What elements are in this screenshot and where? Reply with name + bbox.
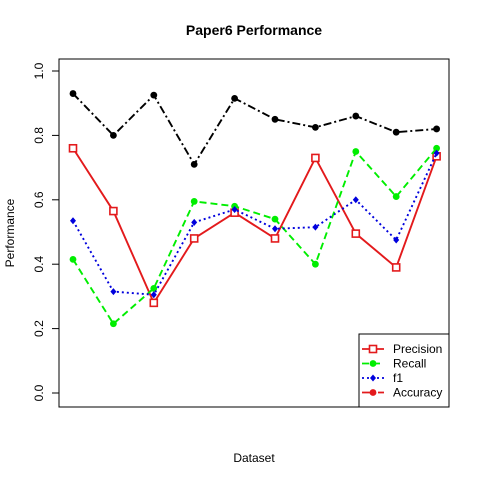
- y-axis-label: Performance: [3, 198, 17, 267]
- data-point-recall: [271, 215, 279, 223]
- data-point-f1: [231, 205, 238, 213]
- series-precision: [68, 143, 441, 308]
- legend-marker-accuracy: [369, 389, 377, 396]
- data-point-accuracy: [69, 90, 77, 97]
- legend-marker-recall: [369, 360, 377, 367]
- data-point-recall: [312, 260, 319, 268]
- data-point-recall: [190, 198, 198, 205]
- data-point-accuracy: [150, 91, 158, 99]
- chart-title: Paper6 Performance: [186, 22, 322, 38]
- series-f1: [70, 149, 440, 299]
- data-point-recall: [150, 284, 158, 292]
- legend-marker-precision: [368, 344, 378, 354]
- legend-label-accuracy: Accuracy: [393, 386, 442, 400]
- data-point-f1: [150, 291, 157, 299]
- series-line-f1: [72, 152, 438, 296]
- data-point-accuracy: [271, 115, 279, 123]
- data-point-precision: [149, 298, 159, 308]
- legend-label-f1: f1: [393, 371, 403, 385]
- legend-label-precision: Precision: [393, 342, 442, 356]
- data-point-recall: [110, 320, 117, 328]
- data-point-f1: [70, 217, 76, 225]
- data-point-f1: [393, 236, 400, 244]
- data-point-accuracy: [110, 132, 117, 139]
- data-point-precision: [311, 153, 320, 163]
- data-point-f1: [272, 225, 278, 233]
- data-point-precision: [270, 234, 280, 243]
- series-line-accuracy: [72, 92, 437, 166]
- data-point-accuracy: [231, 94, 239, 102]
- x-axis-label: Dataset: [233, 451, 275, 465]
- data-point-precision: [189, 234, 199, 243]
- data-point-accuracy: [433, 125, 440, 133]
- data-point-f1: [352, 196, 359, 204]
- legend-item-accuracy: Accuracy: [362, 386, 442, 400]
- data-point-f1: [191, 218, 198, 226]
- data-point-f1: [433, 149, 440, 157]
- y-tick-label: 0.4: [32, 256, 46, 273]
- data-point-accuracy: [352, 112, 360, 120]
- data-point-precision: [109, 206, 118, 216]
- data-point-f1: [110, 288, 117, 296]
- y-tick-label: 0.2: [32, 320, 46, 337]
- legend-item-f1: f1: [362, 371, 403, 385]
- data-point-accuracy: [392, 128, 400, 136]
- series-accuracy: [69, 90, 440, 168]
- y-axis: 0.0 0.2 0.4 0.6 0.8 1.0: [32, 62, 60, 401]
- data-point-recall: [392, 193, 400, 200]
- data-point-precision: [391, 263, 401, 272]
- data-point-precision: [68, 143, 78, 153]
- y-tick-label: 0.0: [32, 384, 46, 401]
- series-line-precision: [72, 147, 438, 304]
- data-point-recall: [69, 255, 77, 263]
- y-tick-label: 0.8: [32, 127, 46, 144]
- y-tick-label: 1.0: [32, 62, 46, 79]
- legend-item-recall: Recall: [362, 357, 426, 371]
- legend-label-recall: Recall: [393, 357, 426, 371]
- data-point-precision: [351, 229, 361, 238]
- legend-item-precision: Precision: [362, 342, 442, 356]
- y-tick-label: 0.6: [32, 191, 46, 208]
- data-point-accuracy: [190, 160, 198, 168]
- data-point-recall: [352, 148, 360, 155]
- series-line-recall: [72, 147, 438, 325]
- legend-marker-f1: [370, 374, 376, 382]
- data-point-f1: [312, 223, 319, 231]
- data-point-accuracy: [312, 123, 319, 131]
- series-layer: [68, 90, 441, 328]
- data-point-recall: [433, 144, 440, 152]
- series-recall: [69, 144, 440, 328]
